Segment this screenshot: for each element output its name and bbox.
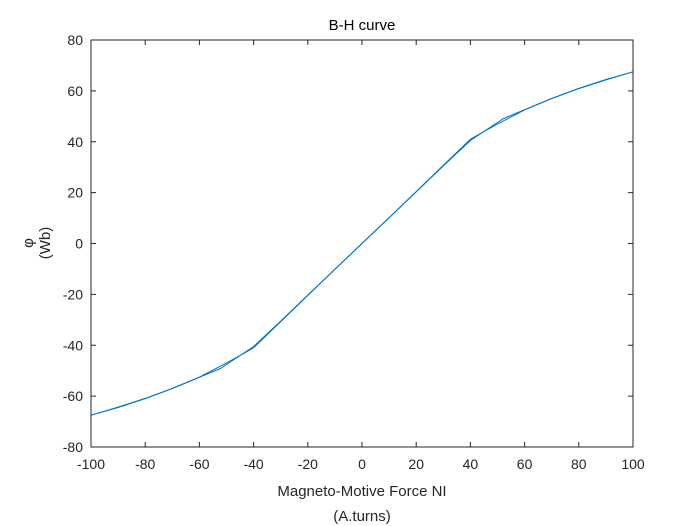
x-tick-label: 20 bbox=[408, 456, 424, 472]
y-tick-labels: -80 -60 -40 -20 0 20 40 60 80 bbox=[63, 32, 83, 455]
x-tick-label: 100 bbox=[621, 456, 645, 472]
x-axis-label-line-2: (A.turns) bbox=[333, 508, 391, 525]
chart-title: B-H curve bbox=[329, 17, 396, 34]
series-layer bbox=[90, 71, 634, 416]
x-tick-label: 80 bbox=[571, 456, 587, 472]
tick-marks bbox=[90, 39, 634, 448]
y-tick-label: 20 bbox=[67, 185, 83, 201]
x-tick-label: -60 bbox=[189, 456, 209, 472]
y-tick-label: 60 bbox=[67, 83, 83, 99]
y-tick-label: 80 bbox=[67, 32, 83, 48]
series-line-2 bbox=[90, 71, 634, 416]
y-tick-label: -40 bbox=[63, 337, 83, 353]
y-tick-label: 0 bbox=[75, 236, 83, 252]
x-tick-label: -20 bbox=[298, 456, 318, 472]
y-tick-label: 40 bbox=[67, 134, 83, 150]
y-axis-label-line-1: φ bbox=[20, 238, 37, 248]
x-tick-label: -100 bbox=[77, 456, 105, 472]
x-tick-label: 0 bbox=[358, 456, 366, 472]
x-tick-labels: -100 -80 -60 -40 -20 0 20 40 60 80 100 bbox=[77, 456, 645, 472]
y-tick-label: -20 bbox=[63, 286, 83, 302]
y-axis-label-line-2: (Wb) bbox=[37, 227, 54, 260]
x-tick-label: 60 bbox=[517, 456, 533, 472]
x-tick-label: 40 bbox=[463, 456, 479, 472]
x-axis-label-line-1: Magneto-Motive Force NI bbox=[277, 483, 446, 500]
x-tick-label: -40 bbox=[243, 456, 263, 472]
x-tick-label: -80 bbox=[135, 456, 155, 472]
y-tick-label: -60 bbox=[63, 388, 83, 404]
y-tick-label: -80 bbox=[63, 439, 83, 455]
